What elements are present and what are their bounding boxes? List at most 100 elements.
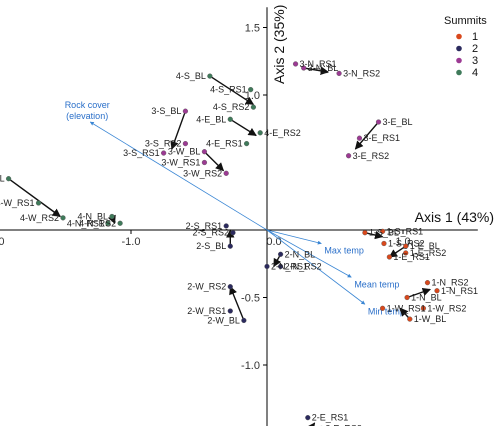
point-label: 4-W_RS1 — [0, 198, 35, 208]
data-point-4-N_RS2 — [117, 220, 123, 226]
data-point-3-S_RS2 — [182, 141, 189, 147]
point-label: 1-E_RS2 — [410, 248, 447, 258]
env-vector-label: Rock cover (elevation) — [65, 100, 110, 121]
point-label: 1-W_RS1 — [387, 303, 426, 313]
trajectory-arrow — [229, 285, 245, 321]
data-point-1-W_RS2 — [420, 305, 427, 311]
point-label: 3-W_RS2 — [183, 168, 222, 178]
data-point-4-W_RS1 — [35, 200, 42, 206]
data-point-3-W_RS1 — [201, 159, 208, 166]
point-label: 3-N_RS2 — [343, 68, 380, 78]
data-point-2-S_BL — [227, 243, 233, 249]
point-label: 4-N_BL — [77, 212, 108, 222]
env-vector-label: Mean temp — [354, 279, 399, 289]
point-label: 1-E_RS1 — [393, 252, 430, 262]
point-label: 2-N_BL — [285, 249, 316, 259]
data-point-2-W_BL — [241, 317, 247, 324]
point-label: 4-S_RS2 — [213, 102, 250, 112]
legend-item-label: 1 — [472, 31, 478, 43]
point-label: 4-W_BL — [0, 174, 5, 184]
env-vector-label: Max temp — [324, 246, 364, 256]
trajectory-arrow — [406, 287, 431, 299]
point-label: 2-W_RS2 — [187, 282, 226, 292]
data-point-1-W_RS1 — [380, 305, 386, 311]
data-point-3-N_RS1 — [292, 61, 299, 67]
data-point-3-N_BL — [301, 65, 307, 71]
point-label: 3-N_RS1 — [300, 59, 337, 69]
point-label: 1-S_RS2 — [388, 239, 425, 249]
point-label: 1-N_RS1 — [441, 286, 478, 296]
env-vector-1 — [266, 229, 322, 245]
y-axis-title: Axis 2 (35%) — [271, 5, 287, 84]
data-point-3-W_BL — [201, 149, 208, 155]
data-point-3-W_RS2 — [223, 170, 229, 176]
sample-labels: 1-S_BL1-S_RS1 1-S_RS21-E_BL1-E_RS11-E_RS2… — [0, 59, 478, 426]
point-label: 4-E_RS2 — [264, 128, 301, 138]
trajectory-arrow — [303, 66, 330, 75]
point-label: 1-W_BL — [414, 314, 447, 324]
point-label: 2-N_RS2 — [285, 261, 322, 271]
data-point-4-S_RS1 — [248, 86, 254, 93]
data-point-1-S_BL — [362, 230, 368, 236]
data-point-4-S_RS2 — [250, 104, 257, 110]
x-tick-label: 0.0 — [266, 236, 281, 248]
point-label: 2-E_RS1 — [312, 413, 349, 423]
data-point-3-E_RS2 — [346, 153, 352, 159]
data-point-1-E_BL — [403, 243, 409, 249]
data-point-2-W_RS2 — [227, 284, 233, 290]
point-label: 1-S_BL — [369, 228, 399, 238]
point-label: 3-S_BL — [151, 106, 181, 116]
data-point-3-S_BL — [182, 108, 189, 114]
data-point-1-S_RS1 — [380, 228, 386, 234]
data-point-1-E_RS1 — [386, 254, 393, 260]
data-point-2-W_RS1 — [227, 308, 233, 314]
legend-marker — [456, 57, 462, 64]
data-point-1-N_RS1 — [434, 288, 440, 294]
legend-marker — [456, 69, 462, 76]
point-label: 3-E_RS1 — [363, 133, 400, 143]
data-point-2-S_RS2 — [230, 230, 236, 236]
point-label: 4-E_BL — [196, 114, 226, 124]
point-label: 3-W_BL — [168, 147, 201, 157]
data-point-4-E_BL — [227, 116, 233, 122]
point-label: 3-E_BL — [383, 117, 413, 127]
data-point-2-S_RS1 — [223, 223, 229, 229]
trajectory-arrow — [170, 110, 187, 150]
data-point-3-S_RS1 — [161, 150, 167, 156]
trajectory-arrow — [364, 230, 384, 240]
point-label: 4-S_BL — [176, 71, 206, 81]
data-point-2-N_BL — [278, 251, 284, 257]
data-point-3-E_BL — [375, 119, 382, 125]
env-vector-label: Min temp — [368, 306, 405, 316]
legend-item-label: 3 — [472, 55, 478, 67]
point-label: 2-S_RS1 — [186, 221, 223, 231]
trajectory-arrow — [209, 75, 255, 106]
point-label: 4-N_RS2 — [79, 218, 116, 228]
point-label: 1-E_BL — [410, 241, 440, 251]
point-label: 3-W_RS1 — [161, 158, 200, 168]
env-vector-2 — [266, 229, 352, 278]
point-label: 4-E_RS1 — [206, 139, 243, 149]
point-label: 1-N_RS2 — [431, 278, 468, 288]
legend-item-label: 4 — [472, 67, 478, 79]
point-label: 4-S_RS1 — [210, 85, 247, 95]
point-label: 3-S_RS2 — [145, 139, 182, 149]
data-point-4-S_BL — [207, 73, 213, 79]
data-point-4-W_RS2 — [60, 215, 66, 221]
axes: -2.0-1.00.01.01.51.0-0.5-1.0-1.5Axis 1 (… — [0, 5, 494, 426]
point-label: 1-W_RS2 — [427, 303, 466, 313]
env-vector-3 — [266, 229, 366, 305]
env-vector-0 — [89, 121, 268, 231]
env-label-line: (elevation) — [66, 111, 108, 121]
trajectory-arrow — [203, 151, 225, 172]
legend-title: Summits — [444, 15, 487, 27]
data-point-1-N_BL — [404, 294, 410, 301]
y-tick-label: 1.5 — [245, 23, 260, 35]
legend-marker — [456, 45, 462, 52]
x-tick-label: -2.0 — [0, 236, 4, 248]
data-point-1-E_RS2 — [403, 250, 409, 256]
point-label: 2-S_BL — [196, 241, 226, 251]
data-point-4-N_RS1 — [105, 220, 111, 226]
